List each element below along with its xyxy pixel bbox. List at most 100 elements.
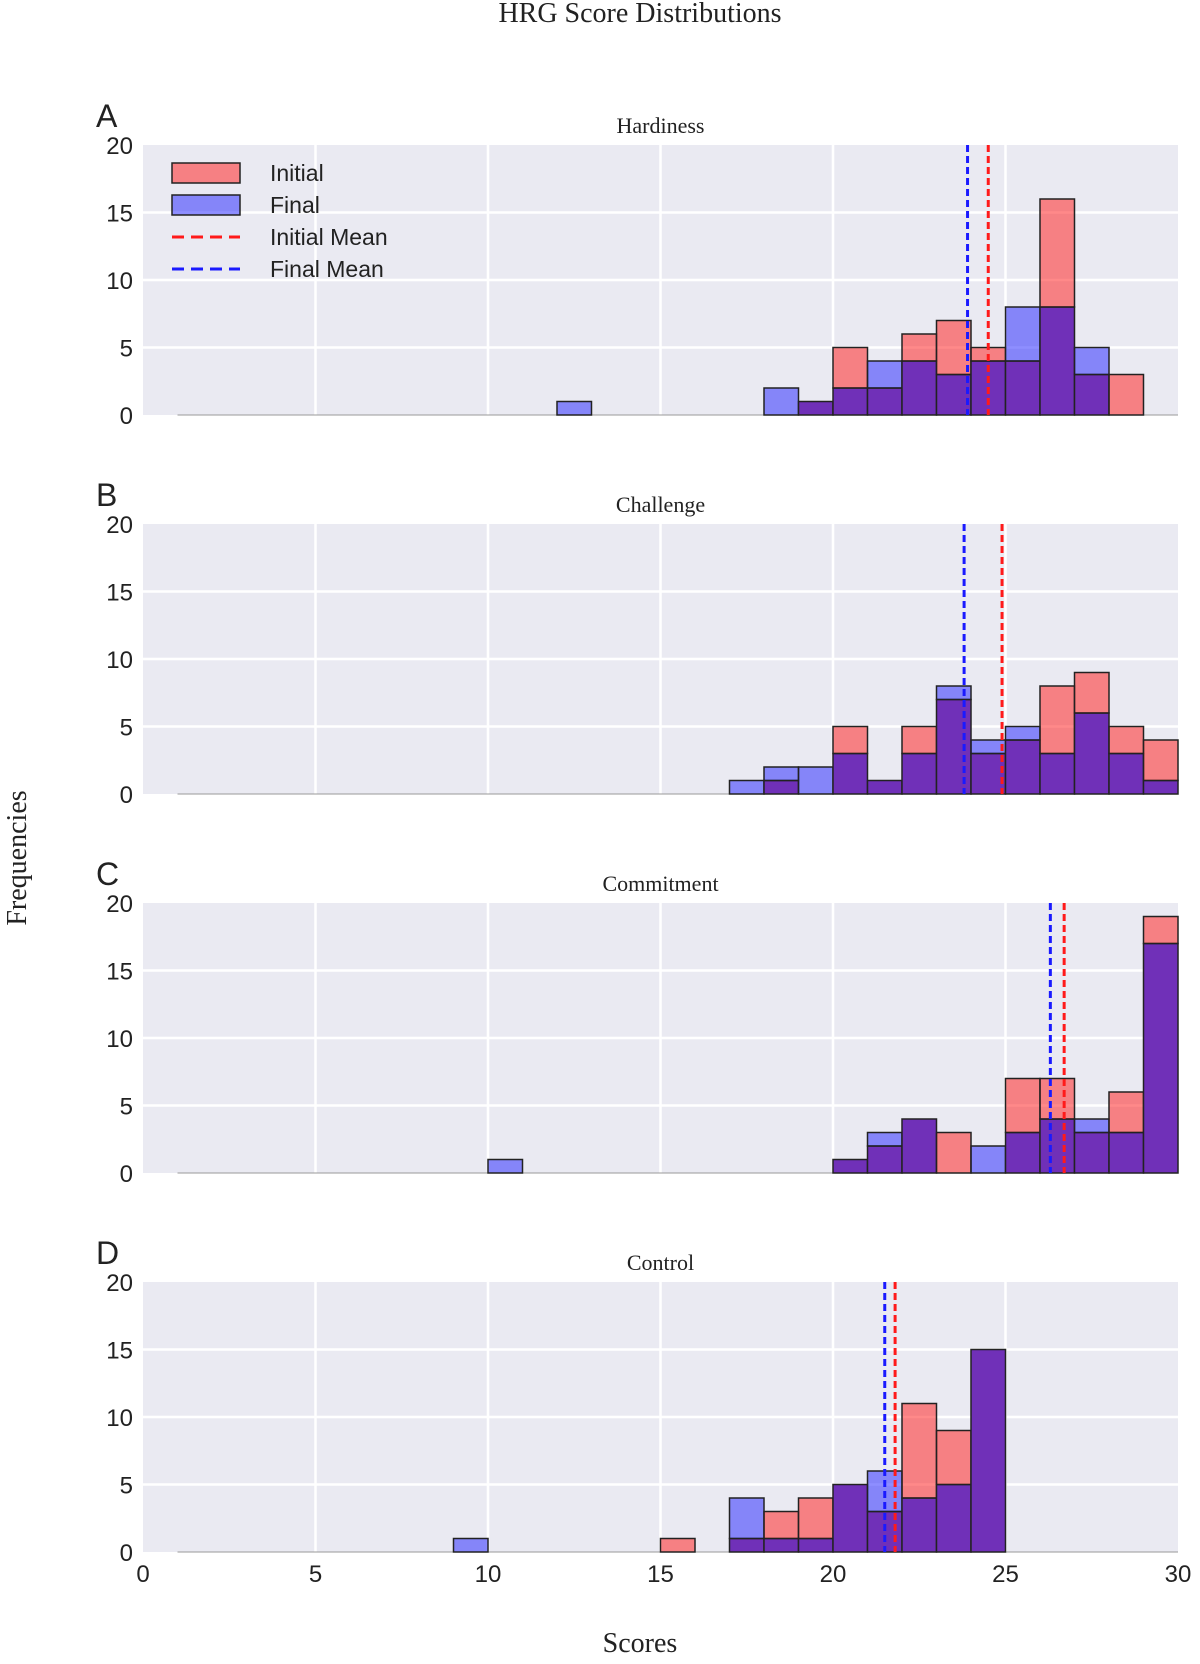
bar-overlap [832,387,869,416]
x-tick-label: 10 [475,1561,502,1588]
bar-initial [832,346,869,389]
bar-initial [935,1429,972,1486]
bar-initial [1004,1077,1041,1134]
panel-letter: A [96,98,118,134]
legend-label: Initial Mean [270,224,388,250]
legend-label: Initial [270,160,324,186]
x-tick-label: 20 [820,1561,847,1588]
bar-overlap [832,752,869,795]
bar-final [487,1158,524,1174]
y-tick-label: 0 [120,1540,133,1567]
bar-overlap [763,779,800,795]
bar-initial [1039,1077,1076,1120]
y-tick-label: 10 [106,647,133,674]
bar-final [763,766,800,782]
panel-d: 0 5 10 15 20 0 5 10 15 20 25 30 D Control [96,1235,1191,1588]
panel-c: 0 5 10 15 20C Commitment [96,856,1179,1188]
bar-overlap [935,698,972,795]
bar-overlap [1039,306,1076,416]
bar-overlap [1142,779,1179,795]
bar-initial [1108,1091,1145,1134]
bar-overlap [866,779,903,795]
bar-overlap [728,1537,765,1553]
panel-title: Commitment [602,871,718,896]
bar-final [866,1131,903,1147]
panel-b: 0 5 10 15 20B Challenge [96,477,1179,809]
bar-overlap [1039,1118,1076,1174]
bars [452,1348,1007,1553]
bar-overlap [797,1537,834,1553]
y-tick-label: 5 [120,715,133,742]
bar-initial [901,1402,938,1499]
bar-overlap [1073,373,1110,416]
bar-initial [1039,685,1076,755]
y-tick-label: 5 [120,336,133,363]
bar-initial [1073,671,1110,714]
bar-overlap [901,360,938,416]
y-tick-label: 15 [106,1338,133,1365]
bar-overlap [1004,739,1041,795]
bar-final [452,1537,489,1553]
bar-final [866,360,903,389]
bar-initial [797,1497,834,1540]
y-tick-label: 15 [106,201,133,228]
panel-title: Control [627,1250,694,1275]
bar-final [1073,1118,1110,1134]
x-tick-label: 0 [136,1561,149,1588]
y-tick-label: 0 [120,403,133,430]
panel-a: 0 5 10 15 20A Hardiness Initial Final Initial Me… [96,98,1178,430]
x-tick-label: 15 [647,1561,674,1588]
bar-initial [1142,739,1179,782]
bar-overlap [901,1118,938,1174]
bar-initial [935,319,972,376]
bar-overlap [1039,752,1076,795]
y-tick-label: 20 [106,1270,133,1297]
panel-letter: D [96,1235,119,1271]
y-tick-label: 0 [120,782,133,809]
x-tick-label: 30 [1165,1561,1192,1588]
bar-final [1004,306,1041,362]
bar-overlap [1004,360,1041,416]
bar-final [728,1497,765,1540]
bar-final [556,400,593,416]
y-tick-label: 15 [106,959,133,986]
panel-title: Hardiness [617,113,705,138]
bar-overlap [797,400,834,416]
panel-title: Challenge [616,492,705,517]
bar-overlap [970,752,1007,795]
y-axis-label: Frequencies [2,790,33,925]
bar-overlap [935,1483,972,1553]
bar-overlap [970,1348,1007,1553]
bar-initial [832,725,869,755]
bar-initial [659,1537,696,1553]
y-tick-label: 5 [120,1094,133,1121]
bar-overlap [866,387,903,416]
bar-initial [1108,373,1145,416]
bar-initial [1142,915,1179,945]
bar-initial [901,333,938,362]
bar-final [1004,725,1041,741]
bar-overlap [901,752,938,795]
bar-overlap [1108,1131,1145,1174]
y-tick-label: 10 [106,1405,133,1432]
legend: Initial Final Initial Mean Final Mean [171,160,388,282]
bar-final [797,766,834,795]
bar-overlap [1142,942,1179,1174]
legend-swatch [171,194,241,216]
y-tick-label: 20 [106,891,133,918]
bar-final [763,387,800,416]
x-axis-label: Scores [603,1628,678,1659]
bar-overlap [866,1145,903,1174]
bar-overlap [1073,1131,1110,1174]
bar-overlap [832,1158,869,1174]
bar-final [935,685,972,701]
bars [728,671,1179,795]
y-tick-label: 10 [106,1026,133,1053]
bar-overlap [1004,1131,1041,1174]
y-tick-label: 20 [106,133,133,160]
y-tick-label: 5 [120,1473,133,1500]
bar-overlap [1073,712,1110,795]
bar-initial [1108,725,1145,755]
